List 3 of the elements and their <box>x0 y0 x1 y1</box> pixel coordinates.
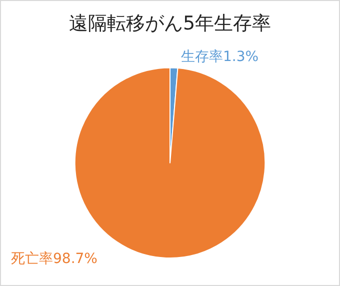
slice-label: 生存率1.3% <box>181 49 259 65</box>
slice-label: 死亡率98.7% <box>11 251 98 267</box>
chart-title: 遠隔転移がん5年生存率 <box>68 12 272 34</box>
